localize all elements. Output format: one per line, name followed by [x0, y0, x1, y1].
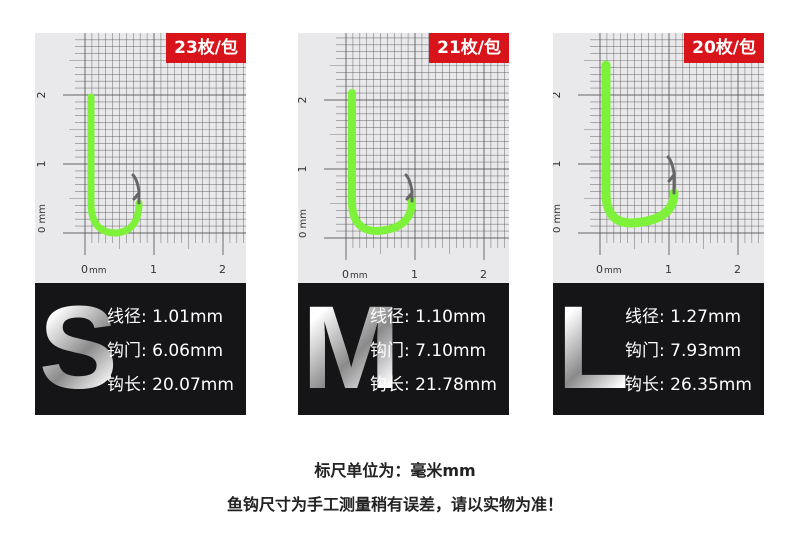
- size-letter: S: [39, 282, 118, 414]
- hook-length: 钩长: 21.78mm: [370, 375, 497, 395]
- ruler-grid: 0 1 2 mm 1 2 0 mm: [35, 33, 246, 276]
- y-tick-label: 2: [298, 97, 309, 104]
- x-unit-label: mm: [89, 266, 107, 276]
- x-tick-label: 0: [342, 268, 349, 281]
- x-tick-label: 0: [81, 263, 88, 276]
- hook-shape: [601, 60, 679, 228]
- x-tick-label: 2: [219, 263, 226, 276]
- y-tick-label: 2: [553, 92, 563, 99]
- size-letter: M: [302, 282, 401, 414]
- hook-photo: 0 1 2 mm 1 2 0 mm 21枚/包: [298, 33, 509, 283]
- x-tick-label: 1: [150, 263, 157, 276]
- hook-panel-m: 0 1 2 mm 1 2 0 mm 21枚/包 M 线径: 1.10mm 钩门: 7.10m…: [298, 33, 509, 415]
- pack-count-badge: 21枚/包: [429, 33, 509, 63]
- hook-gape: 钩门: 6.06mm: [107, 341, 224, 361]
- hook-photo: 0 1 2 mm 1 2 0 mm 23枚/包: [35, 33, 246, 283]
- y-tick-label: 2: [35, 92, 48, 99]
- x-tick-label: 2: [734, 263, 741, 276]
- x-unit-label: mm: [350, 271, 368, 281]
- hook-panel-l: 0 1 2 mm 1 2 0 mm 20枚/包 L 线径: 1.27mm 钩门: 7.93m…: [553, 33, 764, 415]
- x-tick-label: 2: [480, 268, 487, 281]
- y-zero-label: 0 mm: [553, 204, 563, 233]
- hook-gape: 钩门: 7.10mm: [370, 341, 487, 361]
- spec-box: S 线径: 1.01mm 钩门: 6.06mm 钩长: 20.07mm: [35, 283, 246, 415]
- hook-gape: 钩门: 7.93mm: [625, 341, 742, 361]
- hook-shape: [348, 89, 416, 236]
- y-tick-label: 1: [298, 166, 309, 173]
- x-tick-label: 1: [665, 263, 672, 276]
- hook-panel-s: 0 1 2 mm 1 2 0 mm 23枚/包 S 线径: 1.01mm 钩门: 6.06m…: [35, 33, 246, 415]
- measurement-disclaimer: 鱼钩尺寸为手工测量稍有误差，请以实物为准！: [226, 495, 563, 514]
- scale-unit-note: 标尺单位为：毫米mm: [314, 461, 476, 480]
- ruler-grid: 0 1 2 mm 1 2 0 mm: [298, 33, 509, 281]
- wire-diameter: 线径: 1.01mm: [107, 307, 224, 327]
- y-tick-label: 1: [553, 161, 563, 168]
- ruler-grid: 0 1 2 mm 1 2 0 mm: [553, 33, 764, 276]
- spec-box: L 线径: 1.27mm 钩门: 7.93mm 钩长: 26.35mm: [553, 283, 764, 415]
- wire-diameter: 线径: 1.27mm: [625, 307, 742, 327]
- hook-barb: [666, 155, 676, 195]
- x-tick-label: 0: [596, 263, 603, 276]
- size-letter: L: [557, 282, 630, 414]
- pack-count-badge: 23枚/包: [166, 33, 246, 63]
- pack-count-badge: 20枚/包: [684, 33, 764, 63]
- hook-length: 钩长: 20.07mm: [107, 375, 234, 395]
- hook-length: 钩长: 26.35mm: [625, 375, 752, 395]
- y-tick-label: 1: [35, 161, 48, 168]
- x-tick-label: 1: [411, 268, 418, 281]
- x-unit-label: mm: [604, 266, 622, 276]
- hook-shape: [87, 93, 143, 237]
- spec-box: M 线径: 1.10mm 钩门: 7.10mm 钩长: 21.78mm: [298, 283, 509, 415]
- y-zero-label: 0 mm: [298, 209, 309, 238]
- hook-photo: 0 1 2 mm 1 2 0 mm 20枚/包: [553, 33, 764, 283]
- hook-barb: [131, 173, 141, 205]
- y-zero-label: 0 mm: [37, 204, 48, 233]
- hook-barb: [404, 173, 414, 203]
- wire-diameter: 线径: 1.10mm: [370, 307, 487, 327]
